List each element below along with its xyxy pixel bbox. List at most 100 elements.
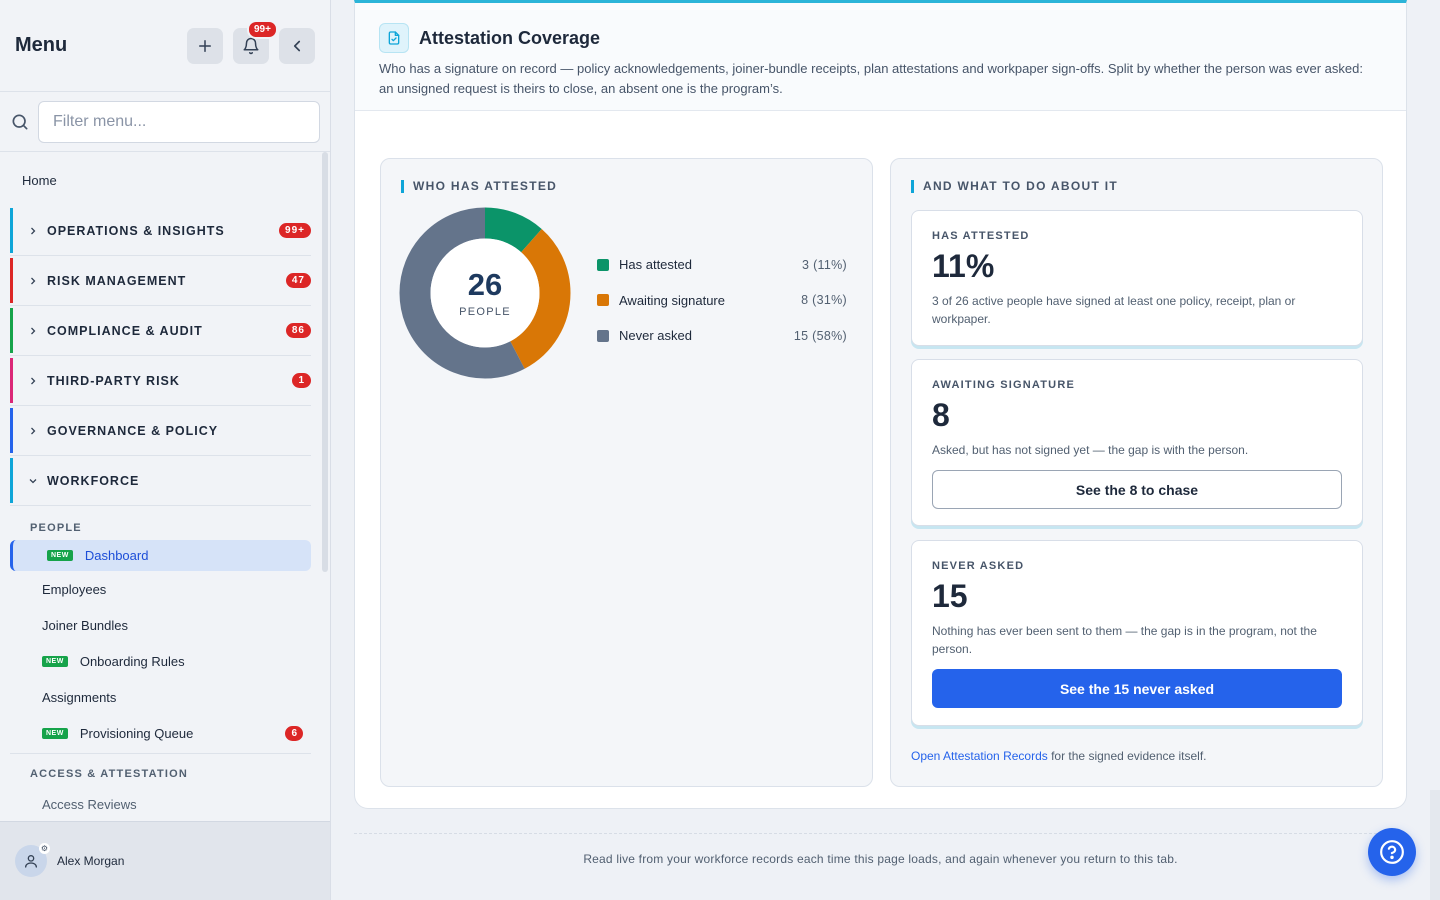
notifications-button[interactable]: 99+: [233, 19, 278, 64]
count-badge: 6: [285, 725, 303, 741]
legend-swatch: [597, 294, 609, 307]
count-badge: 99+: [279, 223, 311, 238]
user-icon: [25, 855, 37, 868]
total-people-count: 26: [467, 266, 503, 302]
nav-item-access-reviews[interactable]: Access Reviews: [0, 786, 330, 821]
card-header: Attestation Coverage Who has a signature…: [355, 3, 1406, 111]
help-button[interactable]: [1368, 828, 1416, 876]
legend-value: 3 (11%): [802, 257, 847, 272]
legend-value: 8 (31%): [801, 293, 847, 308]
count-badge: 86: [285, 323, 311, 338]
nav-group-label: THIRD-PARTY RISK: [47, 373, 180, 388]
page-title: Attestation Coverage: [419, 27, 601, 48]
nav-item-label: Onboarding Rules: [79, 653, 185, 669]
nav-item-joiner-bundles[interactable]: Joiner Bundles: [0, 607, 330, 643]
stat-card-has-attested: HAS ATTESTED 11% 3 of 26 active people h…: [911, 210, 1363, 346]
menu-title: Menu: [15, 34, 68, 56]
stat-value: 11%: [932, 248, 995, 284]
donut-slice-never-asked: [399, 207, 571, 379]
nav-item-provisioning-queue[interactable]: NEW Provisioning Queue 6: [0, 715, 330, 751]
search-icon: [12, 114, 28, 129]
nav-item-label: Employees: [42, 581, 107, 597]
page-scrollbar[interactable]: [1430, 790, 1440, 900]
stat-description: Nothing has ever been sent to them — the…: [932, 624, 1317, 656]
count-badge: 1: [292, 373, 311, 388]
stat-label: NEVER ASKED: [932, 560, 1025, 572]
chevron-right-icon: [31, 277, 36, 284]
nav-item-dashboard[interactable]: NEW Dashboard: [10, 540, 311, 571]
donut-hole: [430, 238, 540, 348]
open-attestation-records-link[interactable]: Open Attestation Records: [911, 749, 1048, 763]
filter-menu-input[interactable]: [38, 100, 320, 143]
nav-item-assignments[interactable]: Assignments: [0, 679, 330, 715]
donut-chart: 26 PEOPLE: [399, 207, 571, 379]
chevron-right-icon: [31, 427, 36, 434]
legend-value: 15 (58%): [793, 328, 847, 343]
legend-label: Has attested: [619, 257, 692, 273]
donut-slice-awaiting-signature: [399, 207, 571, 379]
nav-item-label: Dashboard: [84, 548, 149, 563]
chevron-right-icon: [31, 327, 36, 334]
donut-center: 26 PEOPLE: [399, 207, 571, 379]
add-button[interactable]: [187, 27, 223, 64]
bell-icon: [243, 37, 259, 54]
legend-swatch: [597, 258, 609, 271]
nav-group-workforce[interactable]: WORKFORCE: [10, 458, 311, 506]
new-badge: NEW: [47, 550, 73, 561]
nav-group-label: COMPLIANCE & AUDIT: [47, 323, 203, 338]
avatar: ⚙: [15, 843, 50, 877]
sidebar: Menu 99+ Home OPERATIONS & INSIGHTS 99+ …: [0, 0, 331, 900]
sidebar-scrollbar[interactable]: [322, 152, 328, 572]
nav-group-governance-policy[interactable]: GOVERNANCE & POLICY: [10, 408, 311, 456]
legend-label: Never asked: [619, 328, 692, 344]
nav-group-operations-insights[interactable]: OPERATIONS & INSIGHTS 99+: [10, 208, 311, 256]
user-profile[interactable]: ⚙ Alex Morgan: [0, 821, 330, 900]
plus-icon: [199, 39, 211, 52]
new-badge: NEW: [42, 655, 68, 667]
attestation-coverage-card: Attestation Coverage Who has a signature…: [354, 0, 1407, 809]
count-badge: 47: [285, 273, 311, 288]
stat-description: 3 of 26 active people have signed at lea…: [932, 294, 1296, 326]
stat-label: AWAITING SIGNATURE: [932, 379, 1076, 391]
nav-group-compliance-audit[interactable]: COMPLIANCE & AUDIT 86: [10, 308, 311, 356]
divider: [10, 753, 311, 754]
document-check-icon: [379, 23, 409, 53]
nav-home[interactable]: Home: [22, 172, 57, 188]
donut-svg: [399, 207, 571, 379]
legend-item-never-asked: Never asked 15 (58%): [597, 318, 847, 354]
nav-group-label: GOVERNANCE & POLICY: [47, 423, 219, 438]
panel-heading-label: AND WHAT TO DO ABOUT IT: [923, 179, 1118, 193]
gear-icon: ⚙: [39, 843, 50, 854]
sidebar-header: Menu 99+: [0, 0, 330, 92]
nav-group-risk-management[interactable]: RISK MANAGEMENT 47: [10, 258, 311, 306]
stat-value: 15: [932, 578, 968, 614]
chevron-right-icon: [31, 377, 36, 384]
card-title-row: Attestation Coverage: [379, 23, 1382, 53]
notification-count-badge: 99+: [247, 19, 278, 39]
panel-heading-label: WHO HAS ATTESTED: [413, 179, 558, 193]
chart-legend: Has attested 3 (11%) Awaiting signature …: [597, 247, 847, 354]
see-to-chase-button[interactable]: See the 8 to chase: [932, 470, 1342, 509]
chevron-left-icon: [293, 40, 301, 51]
collapse-sidebar-button[interactable]: [279, 27, 315, 64]
see-never-asked-button[interactable]: See the 15 never asked: [932, 669, 1342, 708]
stat-label: HAS ATTESTED: [932, 230, 1030, 242]
legend-item-awaiting-signature: Awaiting signature 8 (31%): [597, 283, 847, 319]
nav-item-label: Provisioning Queue: [79, 725, 194, 741]
nav-item-employees[interactable]: Employees: [0, 571, 330, 607]
nav-group-third-party-risk[interactable]: THIRD-PARTY RISK 1: [10, 358, 311, 406]
nav-item-onboarding-rules[interactable]: NEW Onboarding Rules: [0, 643, 330, 679]
nav-item-label: Access Reviews: [42, 796, 137, 812]
who-has-attested-panel: WHO HAS ATTESTED 26 PEOPLE Has attested …: [380, 158, 873, 787]
total-people-label: PEOPLE: [459, 305, 511, 318]
stat-card-never-asked: NEVER ASKED 15 Nothing has ever been sen…: [911, 540, 1363, 726]
sidebar-nav: Home OPERATIONS & INSIGHTS 99+ RISK MANA…: [0, 152, 330, 821]
menu-filter: [0, 92, 330, 152]
card-description: Who has a signature on record — policy a…: [379, 61, 1363, 96]
heading-accent: [401, 179, 404, 193]
page-footer-note: Read live from your workforce records ea…: [583, 852, 1178, 866]
nav-group-label: WORKFORCE: [47, 473, 140, 488]
panel-heading: AND WHAT TO DO ABOUT IT: [911, 179, 1382, 193]
legend-item-has-attested: Has attested 3 (11%): [597, 247, 847, 283]
nav-item-label: Assignments: [42, 689, 117, 705]
